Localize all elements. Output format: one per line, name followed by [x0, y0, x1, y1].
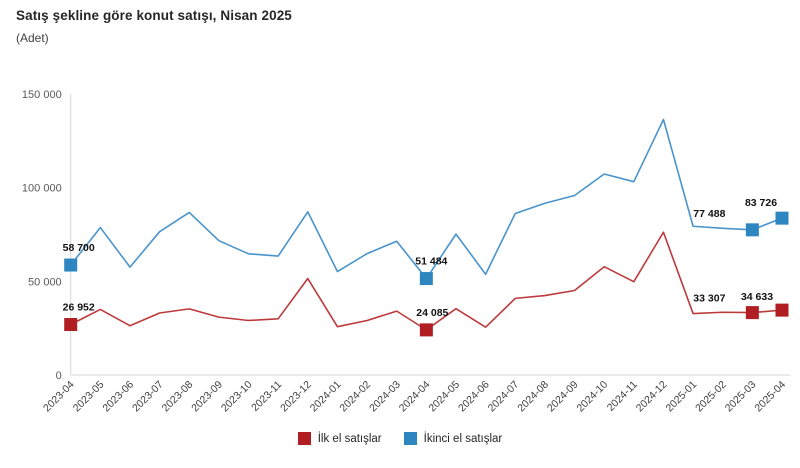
- data-point-marker: [419, 272, 433, 286]
- x-axis-tick-label: 2023-08: [160, 379, 196, 415]
- data-point-marker: [745, 306, 759, 320]
- data-point-marker: [745, 223, 759, 237]
- x-axis-tick-label: 2023-11: [249, 379, 284, 414]
- y-axis-tick-label: 50 000: [28, 276, 62, 288]
- data-point-marker: [64, 258, 78, 272]
- x-axis-tick-label: 2023-04: [41, 379, 77, 415]
- x-axis-tick-label: 2024-08: [515, 379, 551, 415]
- legend-swatch-ikinci-el-icon: [403, 432, 417, 445]
- x-axis-tick-label: 2023-12: [278, 379, 314, 415]
- data-point-label: 51 484: [415, 256, 447, 268]
- data-point-label: 33 307: [693, 293, 725, 305]
- chart-title: Satış şekline göre konut satışı, Nisan 2…: [16, 8, 292, 23]
- x-axis-tick-label: 2024-04: [397, 379, 433, 415]
- legend-item-ilk-el: İlk el satışlar: [297, 432, 382, 445]
- x-axis-tick-label: 2025-02: [693, 379, 729, 415]
- x-axis-tick-label: 2024-06: [456, 379, 492, 415]
- x-axis-tick-label: 2024-03: [367, 379, 403, 415]
- data-point-label: 24 085: [416, 307, 448, 319]
- x-axis-tick-label: 2024-10: [575, 379, 611, 415]
- data-point-marker: [775, 211, 789, 225]
- data-point-label: 83 726: [745, 197, 777, 209]
- x-axis-tick-label: 2025-01: [663, 379, 699, 415]
- data-point-marker: [419, 323, 433, 337]
- x-axis-tick-label: 2023-10: [219, 379, 255, 415]
- data-point-label: 34 633: [741, 291, 773, 303]
- x-axis-tick-label: 2025-03: [723, 379, 759, 415]
- legend-label-ilk-el: İlk el satışlar: [317, 432, 382, 445]
- x-axis-tick-label: 2023-06: [100, 379, 136, 415]
- data-point-marker: [64, 318, 78, 332]
- x-axis-tick-label: 2023-05: [71, 379, 107, 415]
- data-point-label: 58 700: [63, 242, 95, 254]
- x-axis-tick-label: 2024-12: [634, 379, 670, 415]
- x-axis-tick-label: 2023-09: [189, 379, 225, 415]
- x-axis-tick-label: 2024-11: [605, 379, 640, 414]
- x-axis-tick-label: 2024-09: [545, 379, 581, 415]
- legend-label-ikinci-el: İkinci el satışlar: [423, 432, 503, 445]
- x-axis-tick-label: 2025-04: [752, 379, 788, 415]
- data-point-label: 26 952: [63, 302, 95, 314]
- y-axis-tick-label: 0: [56, 370, 62, 382]
- legend-item-ikinci-el: İkinci el satışlar: [403, 432, 503, 445]
- legend-swatch-ilk-el-icon: [297, 432, 311, 445]
- data-point-label: 77 488: [693, 208, 725, 220]
- x-axis-tick-label: 2023-07: [130, 379, 166, 415]
- x-axis-tick-label: 2024-02: [337, 379, 373, 415]
- x-axis-tick-label: 2024-01: [308, 379, 344, 415]
- chart-legend: İlk el satışlar İkinci el satışlar: [0, 432, 800, 445]
- x-axis-tick-label: 2024-07: [486, 379, 522, 415]
- y-axis-tick-label: 100 000: [22, 183, 62, 195]
- y-axis-tick-label: 150 000: [22, 89, 62, 101]
- data-point-marker: [775, 303, 789, 317]
- chart-subtitle: (Adet): [16, 31, 49, 45]
- x-axis-tick-label: 2024-05: [426, 379, 462, 415]
